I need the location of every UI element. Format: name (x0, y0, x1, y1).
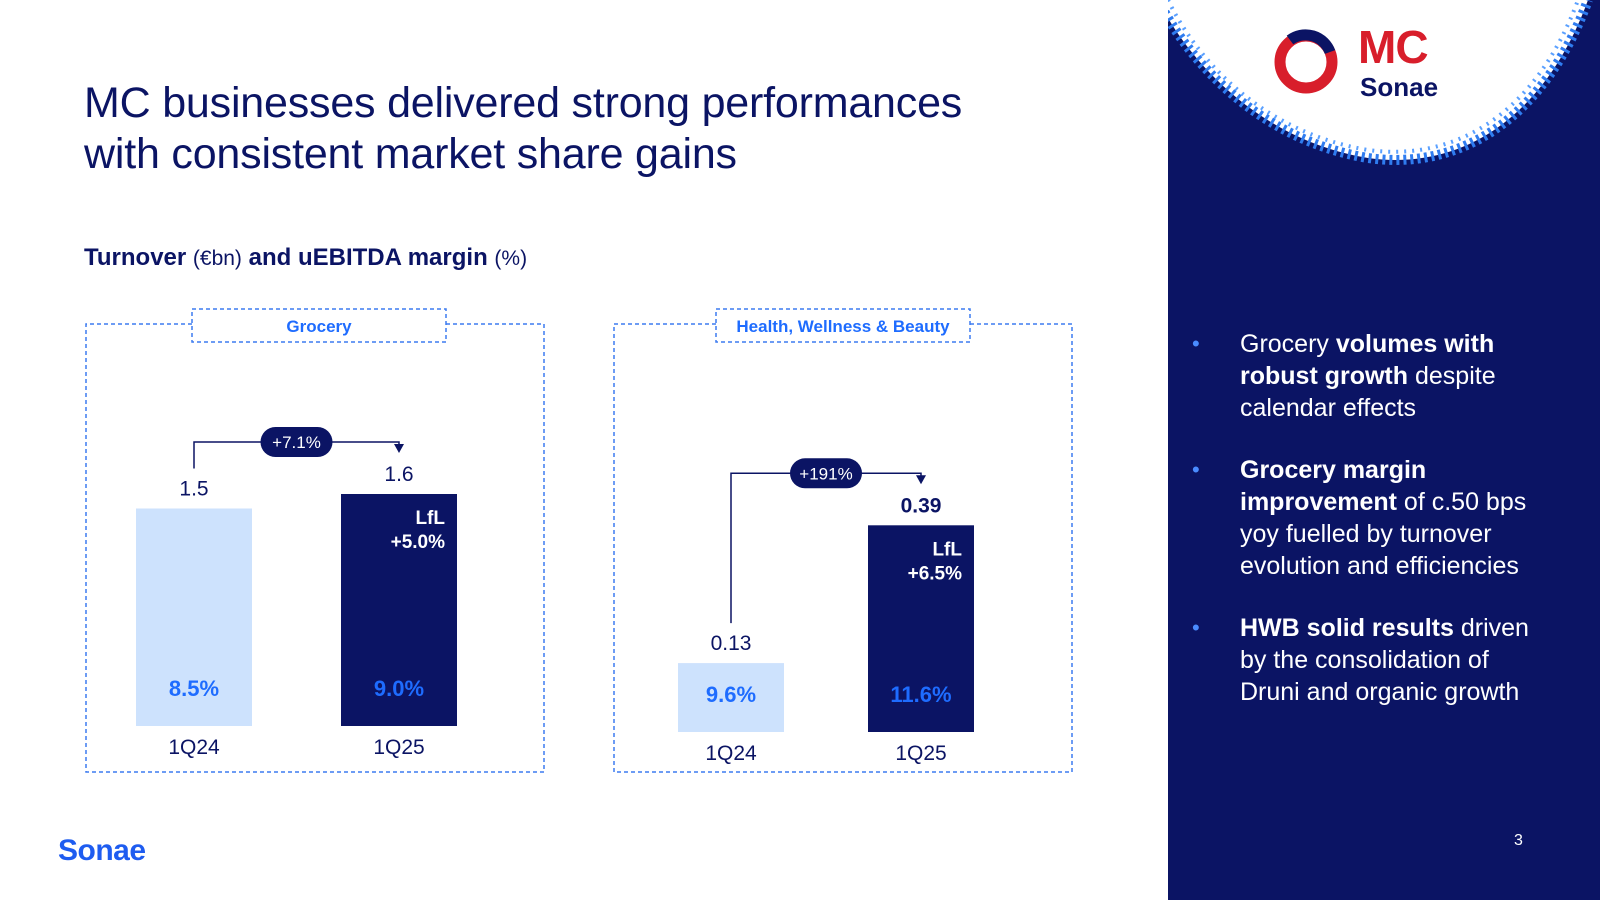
hwb-chart-svg: Health, Wellness & Beauty 0.13 9.6% 1Q24 0.3… (613, 308, 1073, 773)
bar (136, 508, 252, 726)
category-label: 1Q24 (168, 736, 220, 759)
growth-label: +191% (799, 464, 852, 483)
chart-title: Health, Wellness & Beauty (736, 317, 950, 336)
chart-subtitle: Turnover (€bn) and uEBITDA margin (%) (84, 244, 527, 272)
growth-pill (790, 458, 862, 489)
growth-pill (260, 427, 333, 457)
bar-value-label: 1.6 (384, 463, 413, 486)
chart-title-box (715, 308, 971, 343)
bar (868, 525, 974, 732)
grocery-chart: Grocery 1.5 8.5% 1Q24 1.6 9.0% 1Q25 LfL +5.0% +7.… (84, 308, 558, 792)
category-label: 1Q24 (705, 742, 757, 765)
growth-arrow-icon (916, 475, 926, 485)
bullet-item: • Grocery volumes with robust growth des… (1192, 328, 1542, 424)
bullet-post: of c.50 bps yoy fuelled by turnover evol… (1240, 488, 1527, 580)
margin-label: 8.5% (169, 676, 219, 701)
subtitle-margin: and uEBITDA margin (248, 244, 488, 271)
lfl-value: +6.5% (908, 563, 963, 584)
hwb-chart: Health, Wellness & Beauty 0.13 9.6% 1Q24 0.3… (612, 308, 1086, 792)
slide-title: MC businesses delivered strong performan… (84, 78, 1144, 180)
margin-label: 11.6% (890, 682, 951, 707)
chart-frame (613, 323, 1073, 773)
bar-value-label: 0.39 (901, 494, 942, 517)
page-number: 3 (1514, 832, 1523, 849)
bullet-bold: HWB solid results (1240, 614, 1454, 642)
bullet-post: despite calendar effects (1240, 362, 1496, 422)
grocery-chart-svg: Grocery 1.5 8.5% 1Q24 1.6 9.0% 1Q25 LfL +5.0% +7.… (85, 308, 545, 773)
bullet-dot-icon: • (1192, 331, 1200, 356)
subtitle-turnover: Turnover (84, 244, 187, 271)
bullet-bold: volumes with robust growth (1240, 330, 1495, 390)
sonae-footer-logo: Sonae (58, 834, 146, 867)
bar-value-label: 1.5 (179, 478, 208, 501)
bullet-item: • Grocery margin improvement of c.50 bps… (1192, 454, 1542, 582)
bullet-list: • Grocery volumes with robust growth des… (1192, 328, 1542, 738)
category-label: 1Q25 (373, 736, 424, 759)
bullet-bold: Grocery margin improvement (1240, 456, 1427, 516)
bullet-item: • HWB solid results driven by the consol… (1192, 612, 1542, 708)
lfl-label: LfL (932, 539, 962, 560)
chart-title: Grocery (286, 317, 352, 336)
mc-logo-badge (1168, 0, 1593, 165)
bar-value-label: 0.13 (711, 632, 752, 655)
mc-logo-text: MC (1358, 21, 1429, 73)
title-line-1: MC businesses delivered strong performan… (84, 79, 963, 127)
bullet-post: driven by the consolidation of Druni and… (1240, 614, 1529, 706)
growth-label: +7.1% (272, 433, 321, 452)
bullet-dot-icon: • (1192, 615, 1200, 640)
growth-arrow-icon (394, 444, 404, 453)
subtitle-unit: (€bn) (192, 247, 242, 270)
subtitle-percent: (%) (494, 247, 528, 270)
lfl-label: LfL (415, 508, 445, 529)
margin-label: 9.6% (706, 682, 756, 707)
bullet-dot-icon: • (1192, 457, 1200, 482)
side-panel: MC Sonae • Grocery volumes with robust g… (1168, 0, 1600, 900)
lfl-value: +5.0% (391, 532, 446, 553)
margin-label: 9.0% (374, 676, 424, 701)
mc-logo-subtext: Sonae (1360, 72, 1439, 102)
chart-title-box (191, 308, 447, 343)
category-label: 1Q25 (895, 742, 946, 765)
slide-content: MC businesses delivered strong performan… (58, 78, 1144, 867)
bar (678, 663, 784, 732)
bar (341, 494, 457, 726)
title-line-2: with consistent market share gains (84, 130, 737, 178)
mc-ring-arc-icon (1286, 29, 1336, 55)
bullet-pre: Grocery (1240, 330, 1336, 358)
